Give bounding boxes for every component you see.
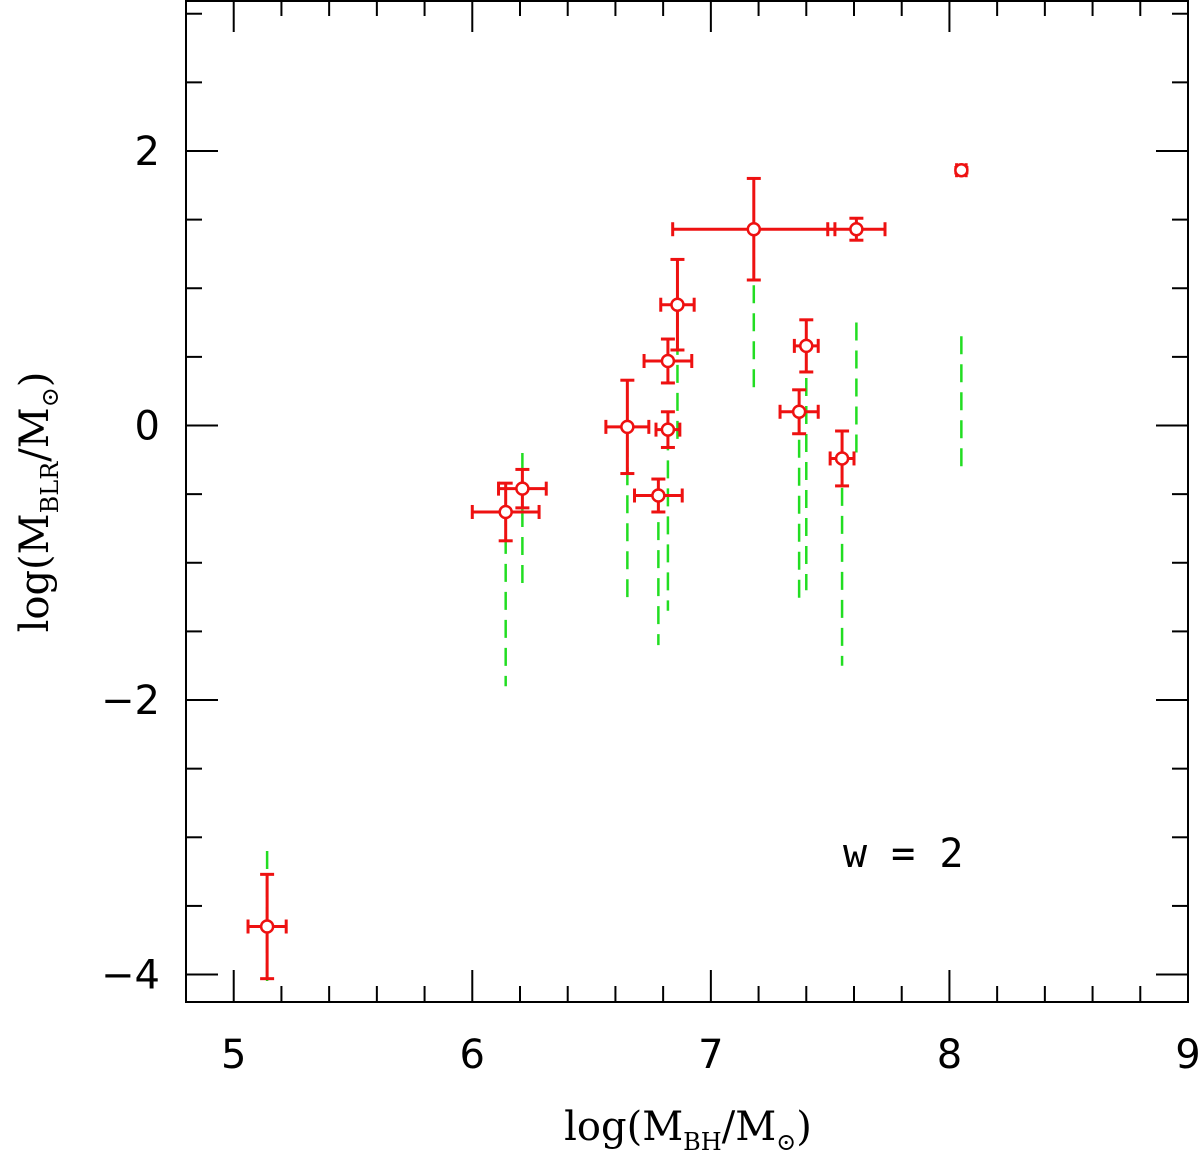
data-points-layer [246,162,969,981]
x-axis-label-prefix: log(M [564,1104,683,1150]
data-point [954,162,969,178]
point-marker [259,919,275,934]
data-point [792,318,820,374]
x-tick-labels: 5 6 7 8 9 [221,1032,1200,1078]
ticks-layer [185,0,1189,1002]
y-tick-label: 2 [135,129,160,175]
y-axis-label-sub: BLR [36,461,64,514]
point-marker [799,338,814,354]
data-point [826,216,887,242]
x-tick-label: 5 [221,1032,246,1078]
point-marker [849,221,864,237]
point-marker [954,162,969,178]
point-marker [834,451,850,466]
y-axis-label-prefix: log(M [12,513,58,632]
x-axis-label-sub: BH [683,1128,722,1153]
point-marker [651,488,666,503]
range-lines-layer [265,229,963,982]
point-marker [515,481,530,496]
data-point [642,337,694,385]
point-marker [791,404,807,420]
y-axis-label-close: ) [12,372,58,388]
x-tick-label: 9 [1175,1032,1200,1078]
y-tick-label: −2 [101,678,160,724]
y-axis-label-suffix: /M [12,407,58,461]
data-point [497,467,548,510]
point-marker [746,221,762,237]
x-tick-label: 8 [937,1032,962,1078]
point-marker [660,353,676,369]
x-axis-label: log(MBH/M⊙) [564,1104,812,1153]
y-axis-label-symbol: ⊙ [36,387,64,407]
data-point [470,481,541,543]
x-tick-label: 7 [698,1032,723,1078]
x-axis-label-suffix: /M [722,1104,776,1150]
x-axis-label-close: ) [796,1104,812,1150]
y-tick-label: 0 [135,404,160,450]
point-marker [620,419,635,435]
x-tick-label: 6 [460,1032,485,1078]
x-axis-label-symbol: ⊙ [776,1128,796,1153]
data-point [659,257,696,352]
data-point [828,429,856,488]
plot-frame [185,0,1189,1003]
y-axis-label: log(MBLR/M⊙) [12,372,64,633]
point-marker [660,422,676,437]
point-marker [498,504,513,520]
y-tick-labels: −4 −2 0 2 [101,129,160,999]
data-point [246,872,288,981]
data-point [604,378,651,476]
point-marker [670,297,685,312]
y-tick-label: −4 [101,953,160,999]
annotation-w: w = 2 [843,831,963,877]
data-point [778,388,820,436]
data-point [654,410,682,449]
data-point [633,477,684,514]
data-point [671,176,837,282]
